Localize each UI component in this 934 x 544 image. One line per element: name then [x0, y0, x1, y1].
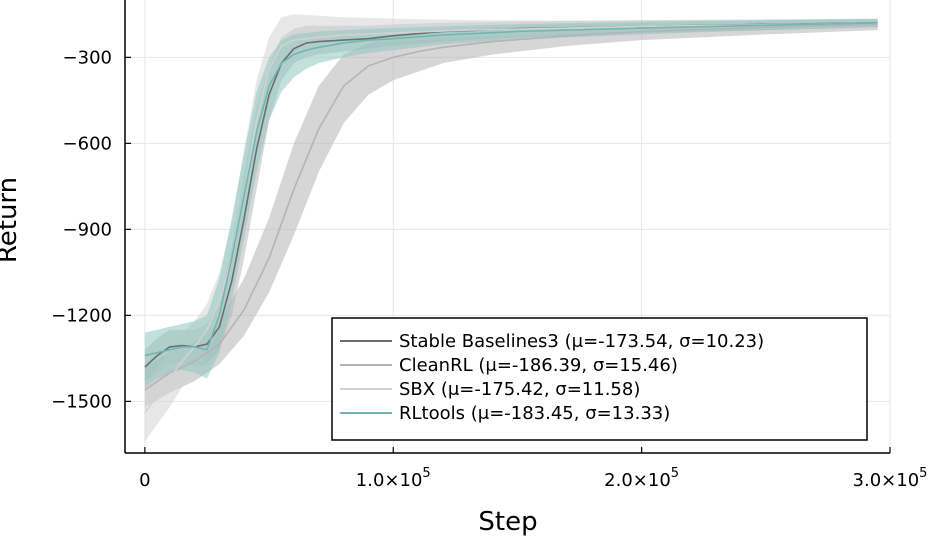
series-line-3	[144, 22, 878, 357]
y-axis-title: Return	[0, 177, 23, 263]
y-tick-label: −600	[63, 133, 112, 154]
legend-label-1: CleanRL (μ=-186.39, σ=15.46)	[399, 355, 678, 376]
legend-label-2: SBX (μ=-175.42, σ=11.58)	[399, 379, 640, 400]
series-lines	[144, 22, 878, 414]
y-tick-label: −1500	[51, 391, 112, 412]
axes	[124, 0, 891, 454]
x-tick-label: 1.0×105	[356, 466, 431, 491]
legend-label-0: Stable Baselines3 (μ=-173.54, σ=10.23)	[399, 331, 764, 352]
series-line-1	[144, 23, 878, 391]
y-tick-label: −1200	[51, 305, 112, 326]
legend: Stable Baselines3 (μ=-173.54, σ=10.23) Cl…	[331, 317, 868, 441]
y-tick-label: −300	[63, 47, 112, 68]
x-tick-exponent: 5	[422, 466, 430, 481]
y-tick-label: −900	[63, 219, 112, 240]
x-tick-label: 3.0×105	[853, 466, 928, 491]
x-tick-exponent: 5	[919, 466, 927, 481]
series-band-1	[144, 20, 878, 408]
x-tick-label: 0	[139, 470, 150, 491]
tick-labels: 0 1.0×105 2.0×105 3.0×105 −300 −600 −900 −1200 −…	[51, 47, 927, 491]
legend-box	[331, 317, 868, 441]
legend-label-3: RLtools (μ=-183.45, σ=13.33)	[399, 403, 670, 424]
x-tick-exponent: 5	[671, 466, 679, 481]
series-band-3	[144, 18, 878, 388]
series-line-2	[144, 22, 878, 414]
x-tick-label: 2.0×105	[604, 466, 679, 491]
x-axis-title: Step	[478, 507, 537, 537]
